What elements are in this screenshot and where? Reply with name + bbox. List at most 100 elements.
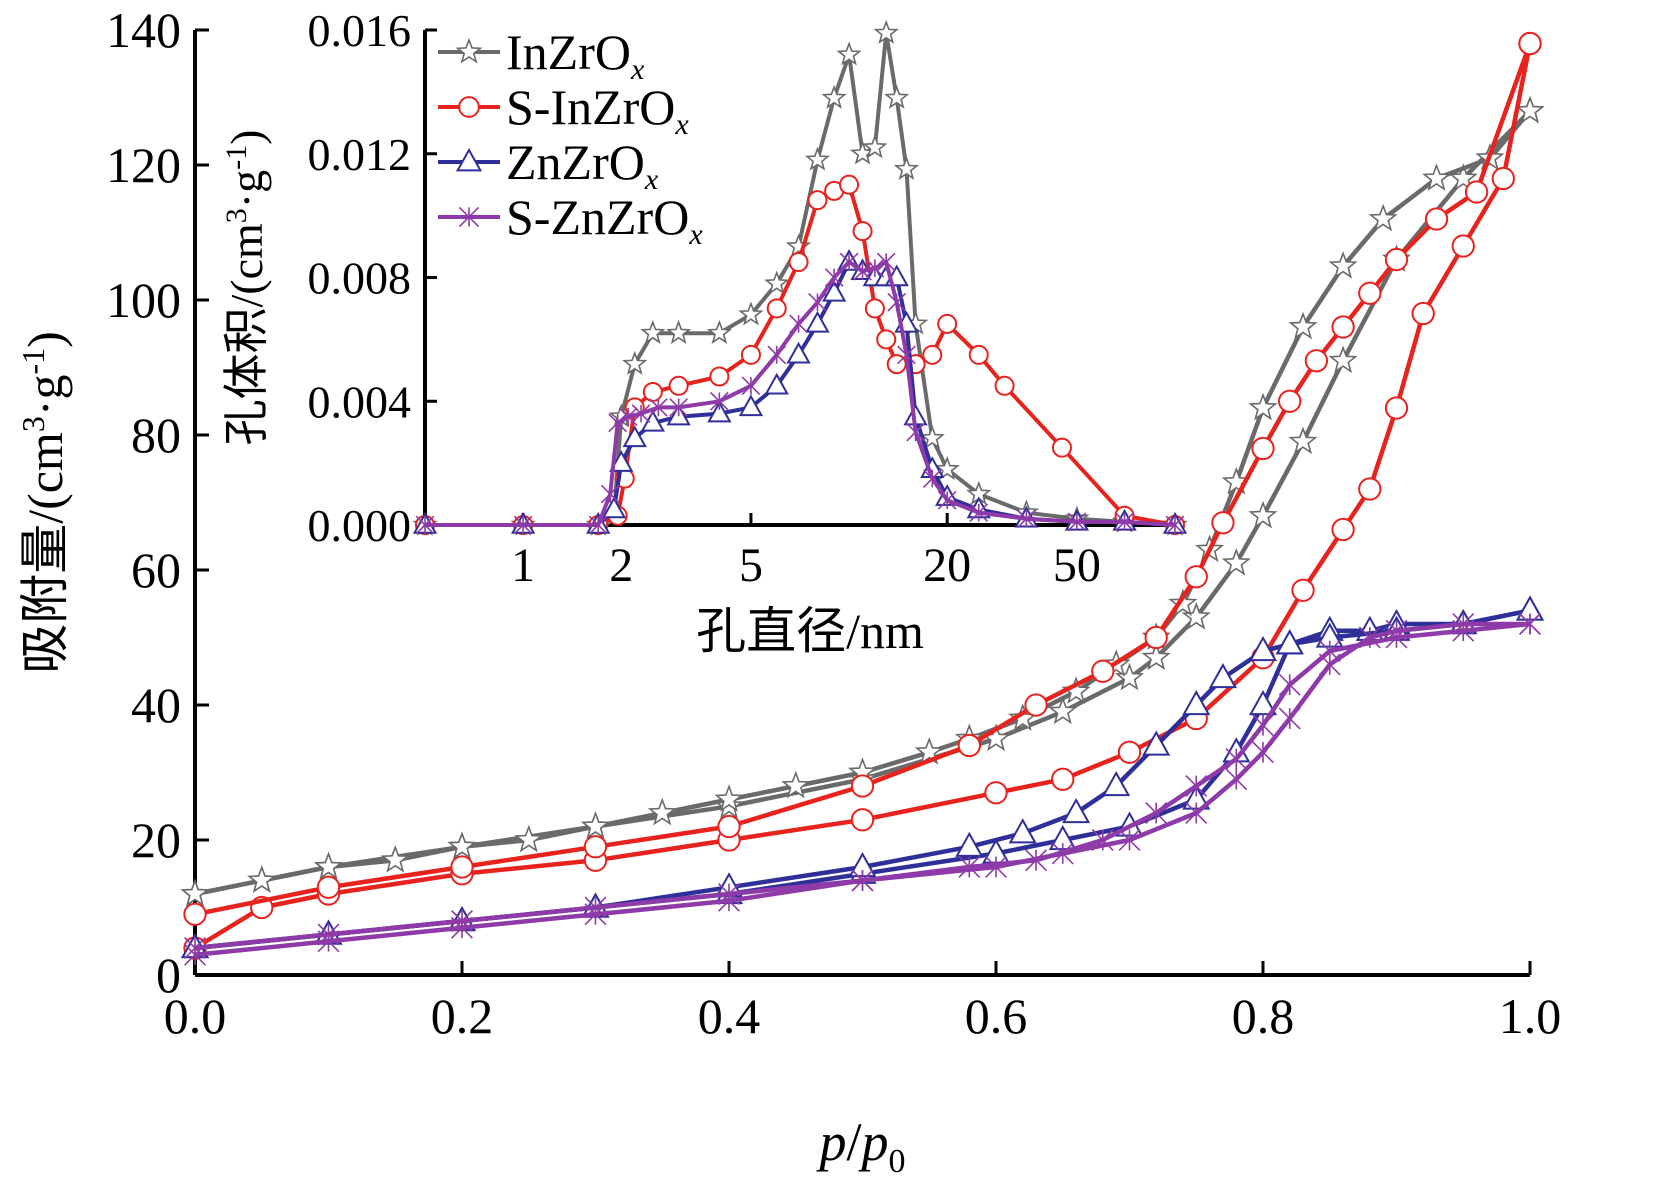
inset-data-point — [922, 469, 942, 488]
main-data-point — [1304, 349, 1329, 373]
x-tick-label: 1.0 — [1499, 988, 1562, 1044]
main-data-point — [1208, 662, 1238, 689]
label-part: x — [630, 53, 645, 86]
inset-data-point — [741, 376, 761, 396]
main-data-point — [183, 902, 207, 926]
inset-data-point — [707, 400, 732, 423]
inset-data-point — [766, 298, 787, 319]
main-data-point — [1091, 829, 1114, 851]
main-data-point — [1452, 619, 1475, 642]
main-data-point — [1278, 673, 1301, 696]
main-data-point — [1185, 802, 1208, 824]
inset-data-point — [788, 252, 809, 273]
inset-data-point — [764, 372, 789, 395]
inset-data-point — [937, 490, 957, 510]
inset-x-tick-label: 50 — [1053, 539, 1101, 592]
y-tick-label: 100 — [106, 272, 181, 328]
main-data-point — [1225, 768, 1248, 791]
main-data-point — [1211, 511, 1235, 535]
main-data-point — [1519, 613, 1541, 635]
inset-data-point — [804, 146, 831, 171]
label-part: x — [644, 163, 659, 196]
inset-data-point — [666, 319, 692, 344]
inset-data-point — [789, 314, 808, 334]
inset-series-line — [425, 31, 1176, 527]
y-tick-label: 140 — [106, 2, 181, 58]
label-part: / — [846, 1112, 861, 1172]
inset-data-point — [906, 422, 925, 442]
inset-data-point — [839, 174, 860, 195]
inset-data-point — [1067, 512, 1087, 532]
main-data-point — [1331, 517, 1355, 542]
inset-data-point — [622, 350, 648, 375]
inset-data-point — [919, 425, 945, 450]
main-data-point — [850, 808, 875, 832]
main-data-point — [316, 875, 341, 899]
main-data-point — [781, 770, 811, 799]
main-data-point — [914, 737, 944, 765]
inset-data-point — [805, 310, 830, 333]
label-part: 孔体积/(cm — [221, 223, 272, 446]
main-data-point — [1251, 436, 1275, 461]
inset-data-point — [1165, 515, 1185, 535]
inset-data-point — [884, 84, 910, 109]
main-data-point — [1168, 588, 1198, 617]
main-data-point — [958, 856, 981, 878]
main-data-point — [1278, 707, 1301, 730]
main-data-point — [1278, 389, 1302, 413]
legend-entry-2: ZnZrOx — [438, 134, 659, 196]
legend-marker — [455, 147, 483, 172]
main-data-point — [1051, 767, 1075, 791]
main-data-point — [180, 878, 210, 907]
label-part: S-ZnZrO — [506, 189, 689, 245]
inset-data-point — [601, 496, 627, 519]
inset-y-tick-label: 0.000 — [308, 500, 412, 551]
label-part: ·g — [17, 375, 73, 417]
inset-y-tick-label: 0.012 — [308, 129, 412, 180]
inset-data-point — [839, 252, 859, 272]
main-data-point — [1145, 802, 1168, 824]
inset-data-point — [897, 345, 916, 365]
inset-data-point — [893, 155, 920, 180]
main-data-point — [1384, 396, 1409, 420]
legend-label: S-ZnZrOx — [506, 189, 703, 251]
inset-data-point — [622, 425, 647, 448]
main-data-point — [1491, 166, 1515, 191]
inset-series-line — [425, 260, 1176, 527]
inset-data-point — [887, 292, 907, 312]
main-data-point — [1025, 849, 1048, 872]
main-data-point — [451, 910, 473, 932]
inset-data-point — [608, 413, 628, 433]
inset-data-point — [669, 398, 688, 417]
inset-data-point — [618, 407, 638, 427]
main-data-point — [1184, 565, 1208, 589]
y-tick-label: 120 — [106, 137, 181, 193]
label-part: x — [688, 218, 703, 251]
inset-data-point — [876, 252, 896, 272]
label-part: ZnZrO — [506, 134, 645, 190]
main-data-point — [1288, 311, 1318, 340]
main-data-point — [850, 774, 875, 798]
main-data-point — [1117, 740, 1142, 764]
main-data-point — [1248, 689, 1278, 716]
label-part: S-InZrO — [506, 79, 675, 135]
main-data-point — [718, 883, 740, 905]
inset-x-axis-label: 孔直径/nm — [696, 603, 924, 659]
inset-y-tick-label: 0.008 — [308, 253, 412, 304]
main-data-point — [1411, 301, 1435, 326]
main-data-point — [984, 781, 1008, 805]
legend-label: ZnZrOx — [506, 134, 659, 196]
main-data-point — [851, 869, 874, 892]
main-data-point — [317, 923, 340, 946]
label-part: ) — [221, 130, 272, 145]
inset-x-tick-label: 20 — [923, 539, 971, 592]
inset-data-point — [821, 279, 847, 302]
main-data-point — [1328, 251, 1358, 279]
legend-label: InZrOx — [506, 24, 645, 86]
y-tick-label: 60 — [131, 542, 181, 598]
main-data-point — [1181, 602, 1211, 630]
main-data-point — [1252, 741, 1274, 764]
main-data-point — [1252, 714, 1274, 737]
